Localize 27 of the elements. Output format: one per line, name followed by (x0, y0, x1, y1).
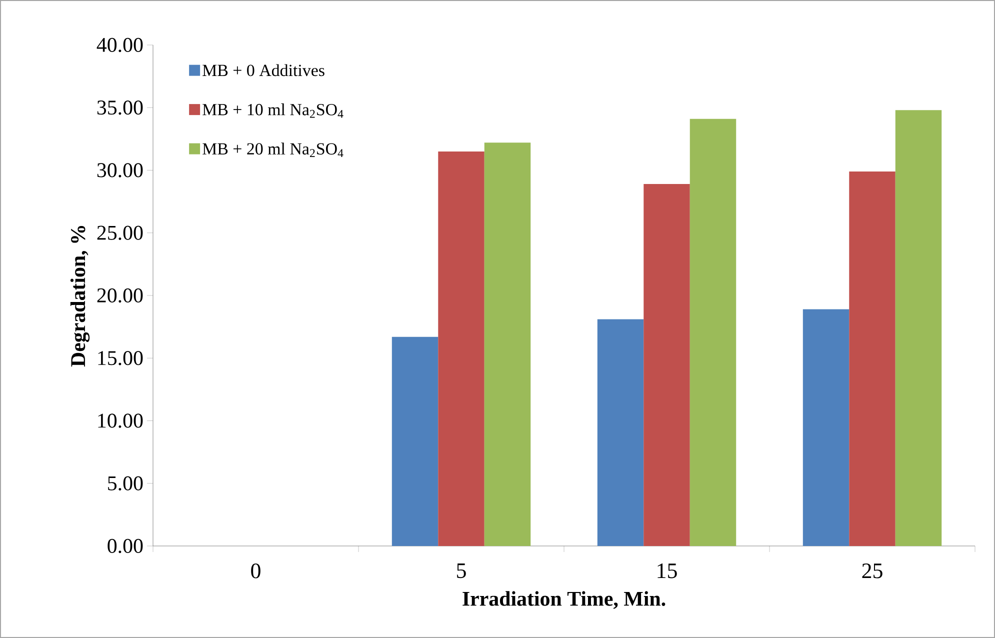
x-tick-label: 5 (457, 564, 466, 578)
y-tick-label: 15.00 (98, 351, 143, 366)
legend-label: MB + 10 ml Na$_{2}$SO$_{4}$ (202, 103, 344, 118)
legend-label: MB + 0 Additives (202, 64, 324, 76)
bar (392, 336, 438, 546)
y-tick-label: 20.00 (97, 288, 143, 303)
x-tick-label: 0 (251, 564, 260, 578)
bar (802, 309, 850, 546)
y-tick-label: 40.00 (96, 38, 143, 52)
x-axis-title: Irradiation Time, Min. (462, 591, 666, 609)
y-tick-label: 35.00 (97, 100, 143, 115)
bar (484, 142, 531, 546)
legend-label: MB + 20 ml Na$_{2}$SO$_{4}$ (202, 142, 344, 157)
bar (690, 118, 736, 546)
bar (438, 151, 484, 546)
y-tick-label: 25.00 (97, 226, 143, 240)
bar (895, 110, 942, 546)
bar (849, 171, 896, 546)
y-axis-title: Degradation, % (70, 226, 90, 367)
x-tick-label: 25 (862, 564, 882, 578)
bar (644, 184, 690, 546)
bar (597, 319, 644, 546)
x-tick-label: 15 (658, 564, 677, 578)
y-tick-label: 30.00 (97, 163, 143, 178)
y-tick-label: 5.00 (108, 476, 143, 490)
y-tick-label: 0.00 (108, 538, 143, 554)
y-tick-label: 10.00 (98, 414, 143, 428)
